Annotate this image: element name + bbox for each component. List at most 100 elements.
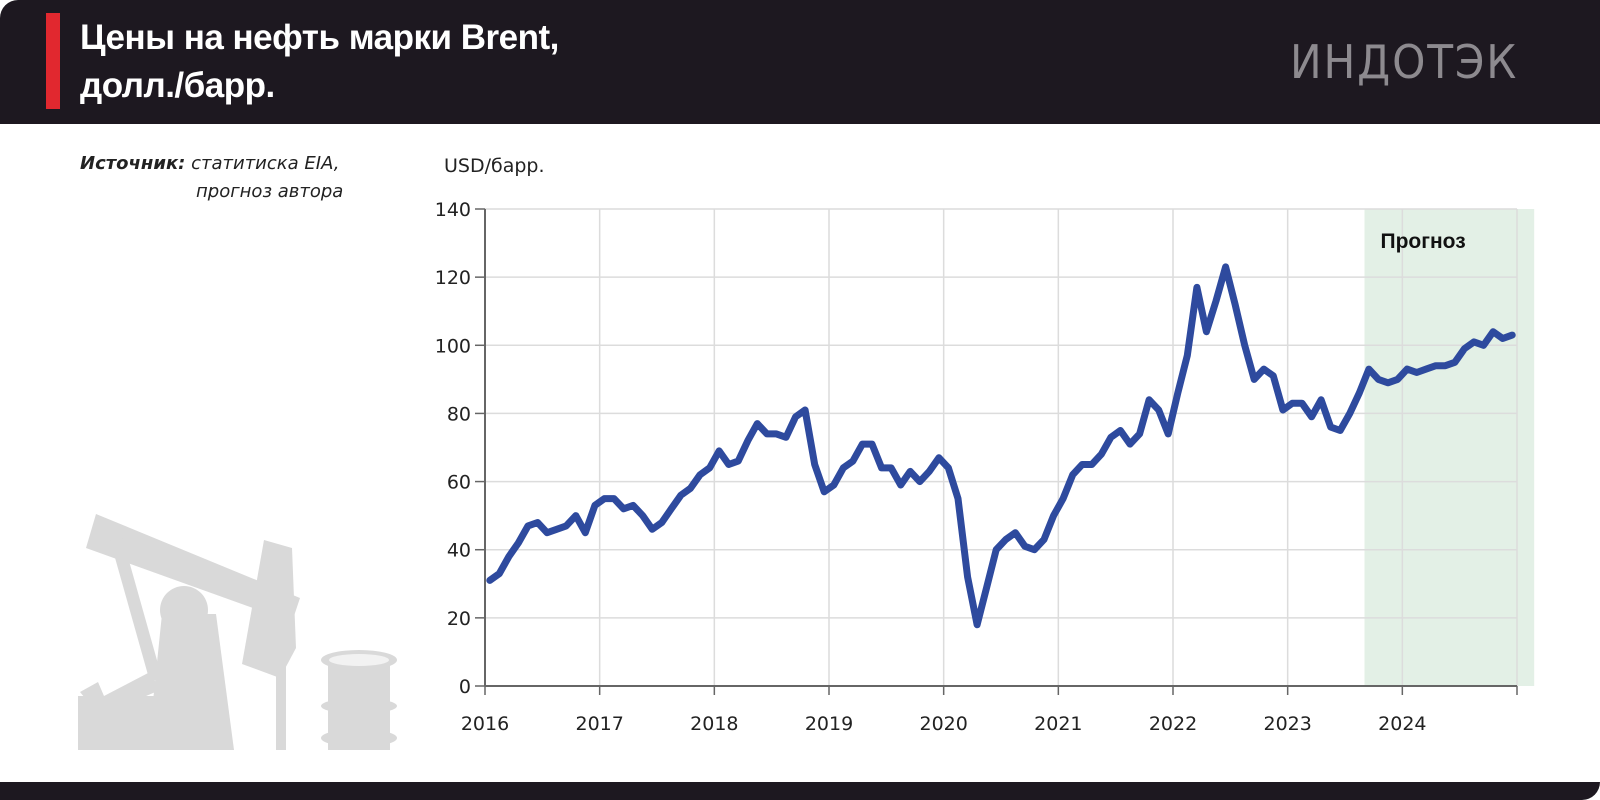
data-point-52 bbox=[986, 586, 988, 588]
data-point-79 bbox=[1244, 344, 1246, 346]
data-point-63 bbox=[1091, 464, 1093, 466]
data-point-92 bbox=[1368, 368, 1370, 370]
data-point-31 bbox=[785, 436, 787, 438]
data-point-83 bbox=[1282, 409, 1284, 411]
x-tick-label-2019: 2019 bbox=[805, 713, 853, 735]
data-point-73 bbox=[1186, 355, 1188, 357]
data-point-55 bbox=[1014, 532, 1016, 534]
data-point-39 bbox=[861, 443, 863, 445]
data-point-3 bbox=[517, 542, 519, 544]
title-line-1: Цены на нефть марки Brent, bbox=[80, 18, 559, 57]
data-point-100 bbox=[1444, 365, 1446, 367]
data-point-86 bbox=[1311, 416, 1313, 418]
data-point-94 bbox=[1387, 382, 1389, 384]
data-point-46 bbox=[928, 470, 930, 472]
data-point-33 bbox=[804, 409, 806, 411]
header-bar: Цены на нефть марки Brent, долл./барр. И… bbox=[0, 0, 1600, 124]
data-point-14 bbox=[623, 508, 625, 510]
data-point-13 bbox=[613, 498, 615, 500]
data-point-67 bbox=[1129, 443, 1131, 445]
x-tick-label-2017: 2017 bbox=[575, 713, 623, 735]
x-tick-label-2023: 2023 bbox=[1263, 713, 1311, 735]
y-tick-label-120: 120 bbox=[435, 267, 471, 289]
data-point-4 bbox=[527, 525, 529, 527]
oil-pump-icon bbox=[78, 514, 300, 750]
data-point-53 bbox=[995, 549, 997, 551]
oil-illustration bbox=[78, 514, 397, 750]
data-point-32 bbox=[795, 416, 797, 418]
data-point-78 bbox=[1234, 303, 1236, 305]
x-tick-label-2024: 2024 bbox=[1378, 713, 1426, 735]
data-point-54 bbox=[1005, 538, 1007, 540]
oil-barrel-icon bbox=[321, 650, 397, 750]
source-line-1: статитиска EIA, bbox=[191, 153, 340, 174]
x-tick-label-2022: 2022 bbox=[1149, 713, 1197, 735]
data-point-1 bbox=[498, 573, 500, 575]
data-point-9 bbox=[575, 515, 577, 517]
data-point-19 bbox=[670, 508, 672, 510]
y-tick-label-100: 100 bbox=[435, 335, 471, 357]
forecast-band bbox=[1364, 209, 1535, 686]
y-tick-label-40: 40 bbox=[447, 540, 471, 562]
data-point-69 bbox=[1148, 399, 1150, 401]
data-point-103 bbox=[1473, 341, 1475, 343]
data-point-106 bbox=[1502, 337, 1504, 339]
data-point-11 bbox=[594, 504, 596, 506]
data-point-85 bbox=[1301, 402, 1303, 404]
data-point-50 bbox=[967, 576, 969, 578]
data-point-81 bbox=[1263, 368, 1265, 370]
data-point-15 bbox=[632, 504, 634, 506]
source-note: Источник: статитиска EIA, прогноз автора bbox=[80, 150, 380, 206]
data-point-70 bbox=[1158, 409, 1160, 411]
data-point-89 bbox=[1339, 429, 1341, 431]
data-point-8 bbox=[565, 525, 567, 527]
data-point-24 bbox=[718, 450, 720, 452]
data-point-76 bbox=[1215, 300, 1217, 302]
data-point-48 bbox=[947, 467, 949, 469]
data-point-6 bbox=[546, 532, 548, 534]
data-point-57 bbox=[1033, 549, 1035, 551]
data-point-21 bbox=[689, 487, 691, 489]
data-point-7 bbox=[556, 528, 558, 530]
y-tick-label-140: 140 bbox=[435, 199, 471, 221]
data-point-16 bbox=[642, 515, 644, 517]
y-tick-label-60: 60 bbox=[447, 472, 471, 494]
data-point-43 bbox=[900, 484, 902, 486]
data-point-91 bbox=[1358, 392, 1360, 394]
indotek-logo: ИНДОТЭК bbox=[1290, 35, 1519, 89]
data-point-66 bbox=[1119, 429, 1121, 431]
data-point-23 bbox=[709, 467, 711, 469]
data-point-77 bbox=[1225, 266, 1227, 268]
data-point-60 bbox=[1062, 498, 1064, 500]
data-point-59 bbox=[1053, 515, 1055, 517]
data-point-61 bbox=[1072, 474, 1074, 476]
data-point-28 bbox=[756, 423, 758, 425]
data-point-41 bbox=[881, 467, 883, 469]
data-point-2 bbox=[508, 556, 510, 558]
data-point-22 bbox=[699, 474, 701, 476]
data-point-82 bbox=[1272, 375, 1274, 377]
data-point-90 bbox=[1349, 412, 1351, 414]
data-point-96 bbox=[1406, 368, 1408, 370]
data-point-40 bbox=[871, 443, 873, 445]
x-tick-label-2018: 2018 bbox=[690, 713, 738, 735]
data-point-62 bbox=[1081, 464, 1083, 466]
series-line-brent bbox=[486, 263, 1516, 629]
y-axis-unit-label: USD/барр. bbox=[444, 155, 545, 177]
data-point-47 bbox=[938, 457, 940, 459]
data-point-80 bbox=[1253, 378, 1255, 380]
y-tick-label-0: 0 bbox=[459, 676, 471, 698]
data-point-99 bbox=[1435, 365, 1437, 367]
accent-bar bbox=[46, 13, 60, 109]
x-tick-label-2021: 2021 bbox=[1034, 713, 1082, 735]
data-point-74 bbox=[1196, 286, 1198, 288]
data-point-37 bbox=[842, 467, 844, 469]
data-point-98 bbox=[1425, 368, 1427, 370]
data-point-88 bbox=[1330, 426, 1332, 428]
data-point-45 bbox=[919, 481, 921, 483]
data-point-75 bbox=[1205, 331, 1207, 333]
data-point-27 bbox=[747, 440, 749, 442]
data-point-42 bbox=[890, 467, 892, 469]
